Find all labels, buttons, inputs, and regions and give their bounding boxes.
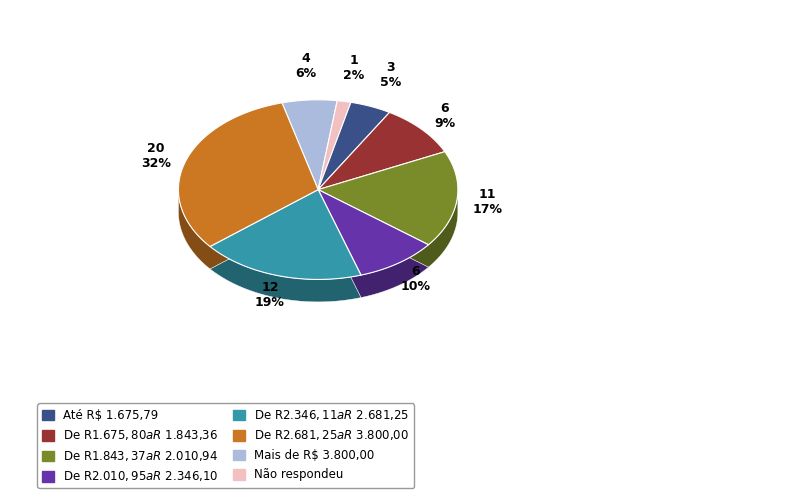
Text: 12
19%: 12 19% — [255, 281, 285, 309]
Polygon shape — [318, 112, 445, 190]
Polygon shape — [318, 190, 458, 267]
Polygon shape — [318, 190, 428, 275]
Legend: Até R$ 1.675,79, De R$ 1.675,80 a R$ 1.843,36, De R$ 1.843,37 a R$ 2.010,94, De : Até R$ 1.675,79, De R$ 1.675,80 a R$ 1.8… — [38, 403, 414, 488]
Polygon shape — [282, 100, 337, 190]
Polygon shape — [318, 190, 428, 297]
Polygon shape — [318, 102, 390, 190]
Polygon shape — [178, 190, 318, 269]
Polygon shape — [178, 103, 318, 247]
Text: 4
6%: 4 6% — [296, 52, 317, 80]
Polygon shape — [318, 152, 458, 245]
Text: 11
17%: 11 17% — [472, 188, 502, 216]
Polygon shape — [210, 190, 361, 279]
Text: 6
9%: 6 9% — [434, 102, 455, 130]
Text: 1
2%: 1 2% — [343, 54, 365, 82]
Polygon shape — [210, 190, 361, 302]
Text: 6
10%: 6 10% — [401, 265, 431, 293]
Text: 3
5%: 3 5% — [380, 61, 402, 89]
Text: 20
32%: 20 32% — [141, 142, 171, 170]
Polygon shape — [318, 101, 351, 190]
